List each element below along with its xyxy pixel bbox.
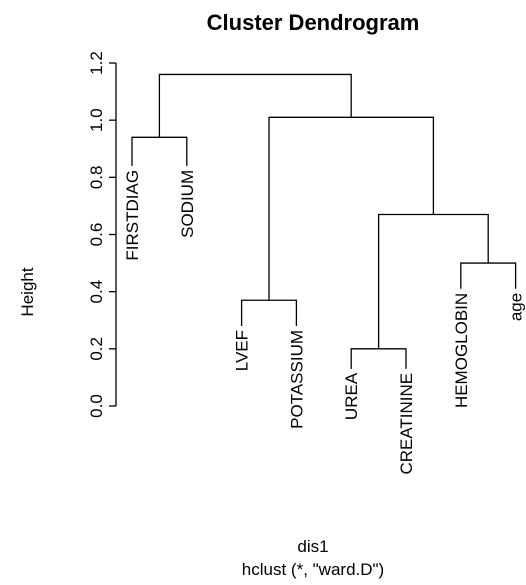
leaf-label: HEMOGLOBIN	[452, 293, 471, 408]
dendrogram-tree	[131, 73, 517, 369]
dendrogram-link	[460, 262, 517, 289]
dendrogram-link	[268, 116, 435, 301]
y-tick-label: 1.0	[87, 108, 106, 132]
y-tick-label: 0.4	[87, 280, 106, 304]
y-tick-label: 0.0	[87, 394, 106, 418]
dendrogram-link	[158, 73, 352, 138]
dendrogram-link	[240, 299, 298, 326]
x-axis-label: dis1	[297, 537, 328, 556]
y-axis: 0.0 0.2 0.4 0.6 0.8 1.0 1.2	[87, 51, 117, 418]
y-tick-label: 0.8	[87, 166, 106, 190]
dendrogram-link	[350, 348, 407, 369]
dendrogram-link	[131, 136, 188, 166]
leaf-label: age	[507, 293, 526, 321]
leaf-label: CREATININE	[397, 373, 416, 475]
dendrogram-link	[377, 213, 489, 349]
leaf-label: UREA	[342, 372, 361, 420]
method-sublabel: hclust (*, "ward.D")	[242, 560, 384, 579]
leaf-label: LVEF	[233, 330, 252, 371]
y-axis-label: Height	[18, 267, 37, 316]
leaf-label: POTASSIUM	[287, 330, 306, 429]
y-tick-label: 0.2	[87, 337, 106, 361]
leaf-label: FIRSTDIAG	[123, 170, 142, 261]
y-tick-label: 1.2	[87, 51, 106, 75]
leaf-labels: FIRSTDIAG SODIUM LVEF POTASSIUM UREA CREATINI…	[123, 170, 526, 475]
y-tick-label: 0.6	[87, 223, 106, 247]
leaf-label: SODIUM	[178, 170, 197, 238]
chart-title: Cluster Dendrogram	[207, 10, 420, 35]
